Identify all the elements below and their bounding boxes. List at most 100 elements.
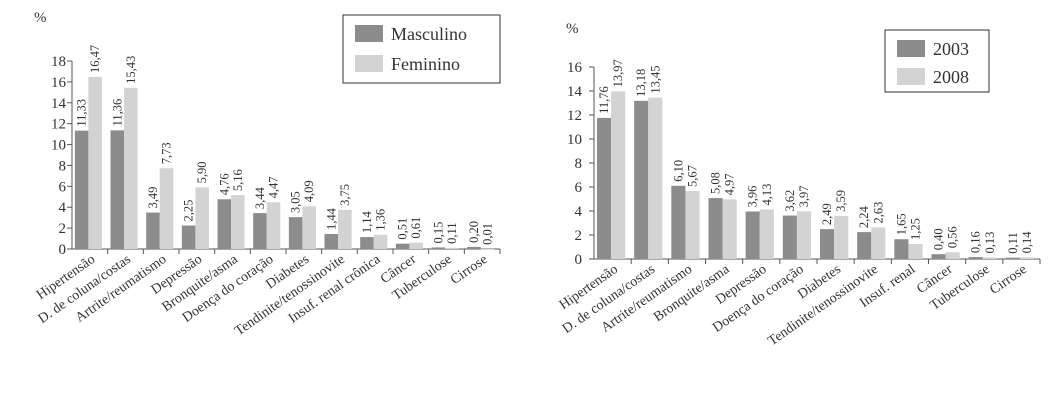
bar-masculino-3	[146, 212, 160, 249]
data-label: 0,15	[431, 222, 445, 244]
data-label: 2,63	[871, 202, 885, 224]
bar-2003-3	[671, 185, 686, 259]
data-label: 0,20	[467, 221, 481, 243]
data-label: 13,18	[634, 69, 648, 97]
data-label: 4,09	[302, 180, 316, 202]
data-label: 3,44	[253, 186, 267, 209]
bar-2003-8	[857, 232, 872, 259]
bar-2003-9	[894, 239, 909, 259]
bar-masculino-2	[110, 130, 125, 249]
bar-2008-1	[611, 91, 626, 259]
bar-masculino-1	[74, 130, 89, 249]
bar-2003-12	[1005, 257, 1020, 259]
data-label: 0,14	[1020, 231, 1034, 254]
bar-feminino-11	[445, 247, 459, 249]
data-label: 0,51	[396, 218, 410, 240]
bar-feminino-2	[124, 87, 138, 249]
chart-2: %024681012141611,7613,97Hipertensão13,18…	[557, 21, 1041, 349]
bar-feminino-5	[231, 195, 245, 249]
data-label: 15,43	[124, 56, 138, 84]
y-tick-label: 6	[59, 179, 67, 195]
bar-2008-9	[908, 244, 923, 259]
y-tick-label: 4	[575, 204, 583, 220]
bar-masculino-11	[431, 247, 446, 249]
bar-2008-6	[796, 211, 812, 259]
legend-label: Feminino	[391, 54, 460, 74]
x-tick-label: Cirrose	[448, 252, 490, 288]
data-label: 3,97	[797, 185, 811, 207]
data-label: 0,56	[946, 226, 960, 248]
data-label: 0,01	[481, 223, 495, 245]
data-label: 0,11	[445, 222, 459, 243]
y-tick-label: 0	[59, 242, 67, 258]
bar-masculino-4	[181, 225, 196, 249]
y-tick-label: 8	[59, 158, 67, 174]
data-label: 1,14	[360, 210, 374, 233]
data-label: 0,61	[409, 217, 423, 239]
data-label: 3,96	[746, 186, 760, 208]
bar-masculino-12	[467, 246, 481, 249]
y-tick-label: 10	[51, 138, 66, 154]
bar-2003-5	[745, 211, 760, 259]
data-label: 5,08	[709, 172, 723, 194]
bar-feminino-8	[338, 209, 352, 249]
data-label: 5,90	[195, 162, 209, 184]
bar-2003-6	[782, 215, 797, 259]
bar-2008-2	[648, 97, 663, 259]
y-unit-label: %	[566, 21, 579, 37]
data-label: 0,13	[983, 232, 997, 254]
data-label: 5,67	[685, 165, 699, 187]
bar-2003-1	[596, 117, 612, 259]
data-label: 13,97	[611, 59, 625, 87]
data-label: 4,97	[723, 173, 737, 195]
bar-feminino-3	[159, 168, 174, 249]
legend-swatch-2003	[897, 40, 925, 57]
data-label: 6,10	[671, 160, 685, 182]
data-label: 11,76	[597, 86, 611, 114]
data-label: 3,49	[146, 187, 160, 209]
y-tick-label: 2	[59, 221, 67, 237]
bar-feminino-10	[409, 242, 423, 249]
data-label: 1,36	[374, 209, 388, 231]
legend: Masculino Feminino	[342, 14, 501, 84]
data-label: 3,05	[289, 191, 303, 213]
data-label: 13,45	[648, 65, 662, 93]
y-tick-label: 0	[575, 252, 583, 268]
bar-2008-11	[982, 257, 997, 259]
x-tick-label: Cirrose	[987, 262, 1029, 298]
y-tick-label: 8	[575, 156, 583, 172]
bar-feminino-9	[373, 234, 388, 249]
bar-2003-2	[634, 100, 649, 259]
y-unit-label: %	[34, 10, 47, 26]
y-tick-label: 18	[51, 54, 66, 70]
bar-2003-4	[708, 198, 723, 259]
data-label: 4,76	[217, 173, 231, 195]
chart-1: %02468101214161811,3316,47Hipertensão11,…	[34, 10, 501, 339]
data-label: 11,33	[75, 99, 89, 127]
bar-masculino-7	[288, 217, 303, 249]
data-label: 5,16	[231, 169, 245, 191]
data-label: 16,47	[88, 45, 102, 73]
bar-feminino-1	[88, 76, 102, 249]
legend-swatch-masculino	[355, 25, 383, 42]
bar-masculino-6	[253, 213, 267, 249]
data-label: 11,36	[110, 99, 124, 127]
data-label: 2,25	[182, 200, 196, 222]
y-tick-label: 16	[51, 75, 67, 91]
bar-2008-7	[834, 215, 849, 259]
legend-label: Masculino	[391, 24, 467, 44]
y-tick-label: 2	[575, 228, 583, 244]
data-label: 3,75	[338, 184, 352, 206]
data-label: 3,62	[783, 190, 797, 212]
y-tick-label: 14	[51, 96, 67, 112]
bar-2003-7	[819, 229, 835, 259]
y-tick-label: 12	[567, 108, 582, 124]
bar-feminino-6	[266, 202, 281, 249]
bar-masculino-8	[324, 233, 339, 249]
bar-feminino-4	[195, 187, 209, 249]
bar-2003-11	[968, 257, 983, 259]
bar-2003-10	[931, 254, 946, 259]
legend-label: 2003	[933, 39, 969, 59]
bar-2008-5	[759, 209, 774, 259]
